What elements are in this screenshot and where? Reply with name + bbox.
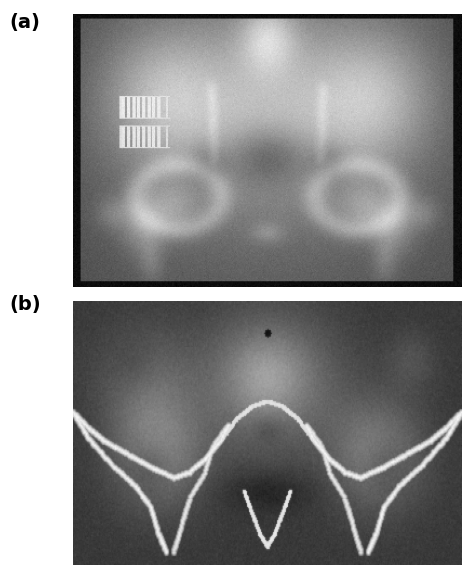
Text: (a): (a) <box>9 13 40 32</box>
Text: (b): (b) <box>9 295 41 314</box>
